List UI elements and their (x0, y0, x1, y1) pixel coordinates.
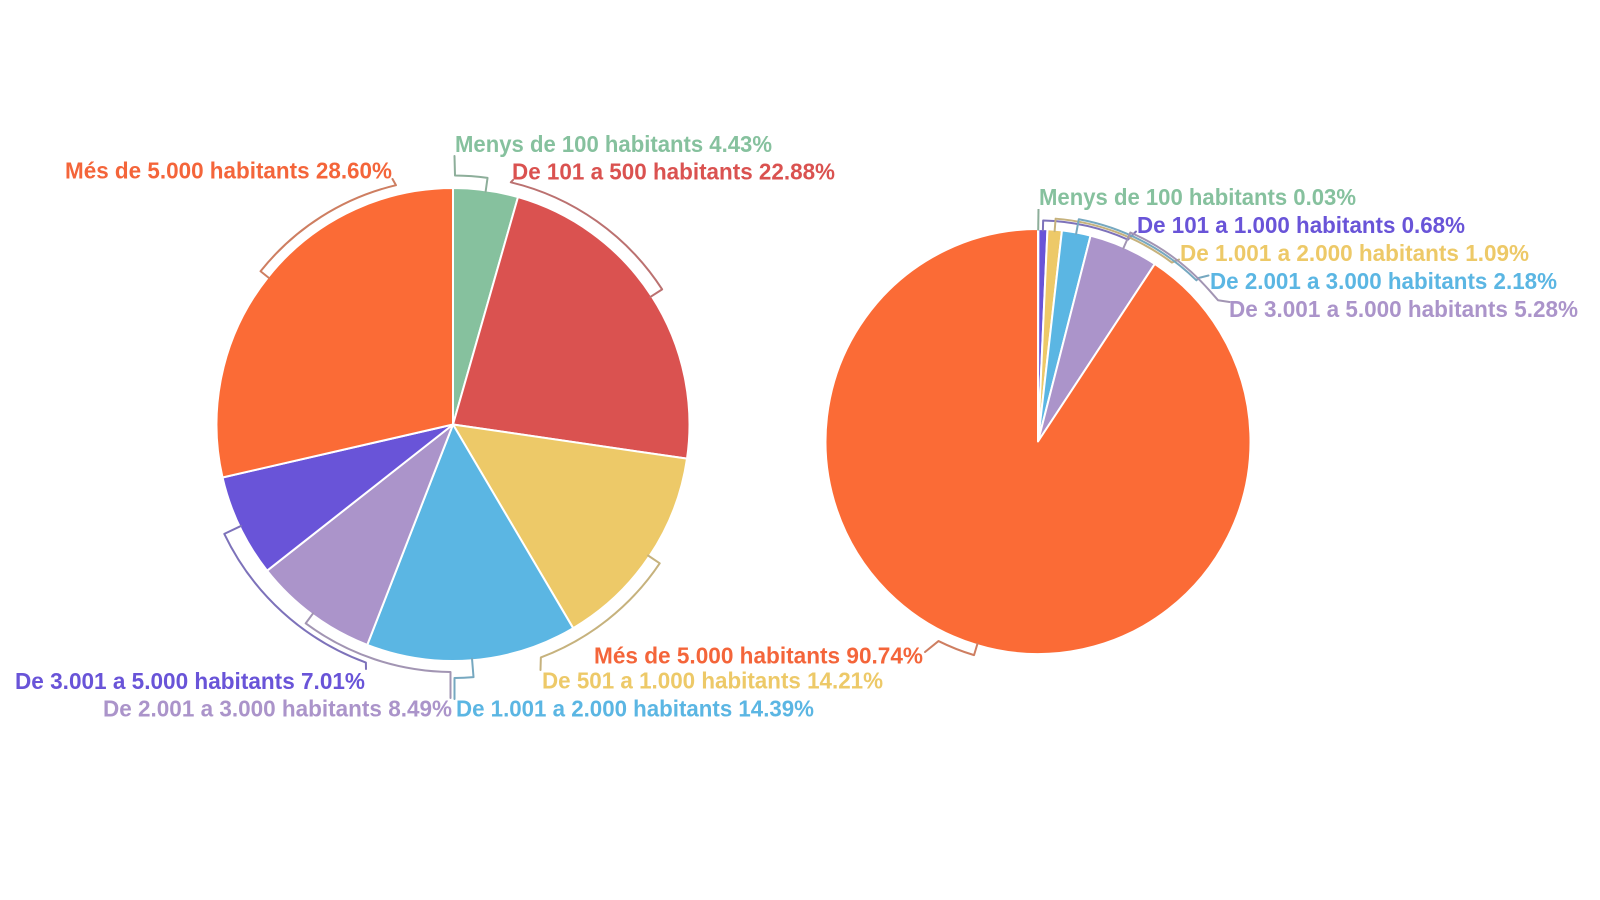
svg-text:De 2.001 a 3.000 habitants 2.1: De 2.001 a 3.000 habitants 2.18% (1210, 268, 1557, 294)
svg-text:De 501 a 1.000 habitants 14.21: De 501 a 1.000 habitants 14.21% (542, 668, 883, 694)
svg-text:Més de 5.000 habitants 90.74%: Més de 5.000 habitants 90.74% (594, 643, 923, 669)
svg-text:De 101 a 500 habitants 22.88%: De 101 a 500 habitants 22.88% (512, 159, 835, 185)
svg-text:De 1.001 a 2.000 habitants 1.0: De 1.001 a 2.000 habitants 1.09% (1180, 240, 1529, 266)
svg-text:De 3.001 a 5.000 habitants 5.2: De 3.001 a 5.000 habitants 5.28% (1229, 296, 1578, 322)
svg-text:De 2.001 a 3.000 habitants 8.4: De 2.001 a 3.000 habitants 8.49% (103, 696, 452, 722)
svg-text:Menys de 100 habitants 4.43%: Menys de 100 habitants 4.43% (455, 131, 772, 157)
svg-text:Menys de 100 habitants 0.03%: Menys de 100 habitants 0.03% (1039, 184, 1356, 210)
svg-text:De 3.001 a 5.000 habitants 7.0: De 3.001 a 5.000 habitants 7.01% (15, 668, 365, 694)
svg-text:De 101 a 1.000 habitants 0.68%: De 101 a 1.000 habitants 0.68% (1137, 212, 1465, 238)
svg-text:Més de 5.000 habitants 28.60%: Més de 5.000 habitants 28.60% (65, 158, 392, 184)
svg-text:De 1.001 a 2.000 habitants 14.: De 1.001 a 2.000 habitants 14.39% (456, 696, 814, 722)
